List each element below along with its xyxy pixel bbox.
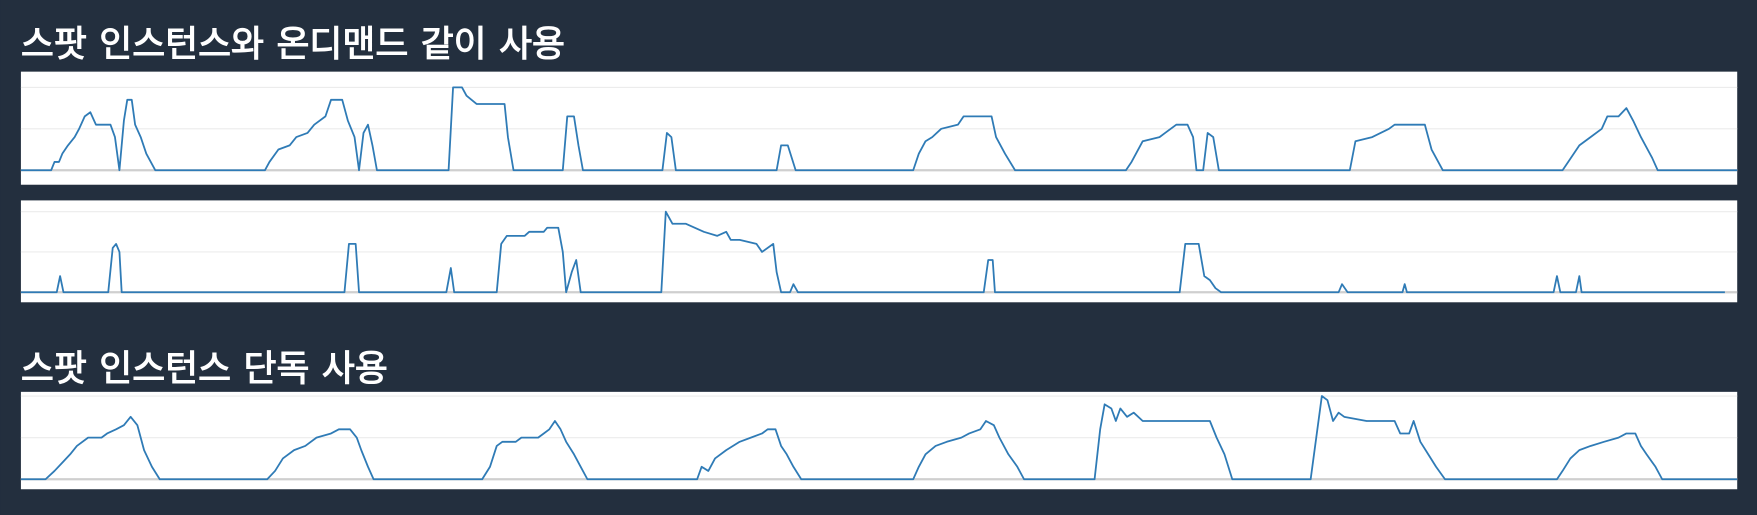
- data-line: [20, 395, 1738, 481]
- heading: 스팟 인스턴스와 온디맨드 같이 사용: [21, 24, 565, 65]
- data-line: [20, 210, 1725, 294]
- data-line: [20, 86, 1738, 172]
- chart-panel: [20, 71, 1738, 185]
- heading: 스팟 인스턴스 단독 사용: [21, 349, 388, 390]
- chart-panel: [20, 200, 1738, 303]
- chart-panel: [20, 391, 1738, 490]
